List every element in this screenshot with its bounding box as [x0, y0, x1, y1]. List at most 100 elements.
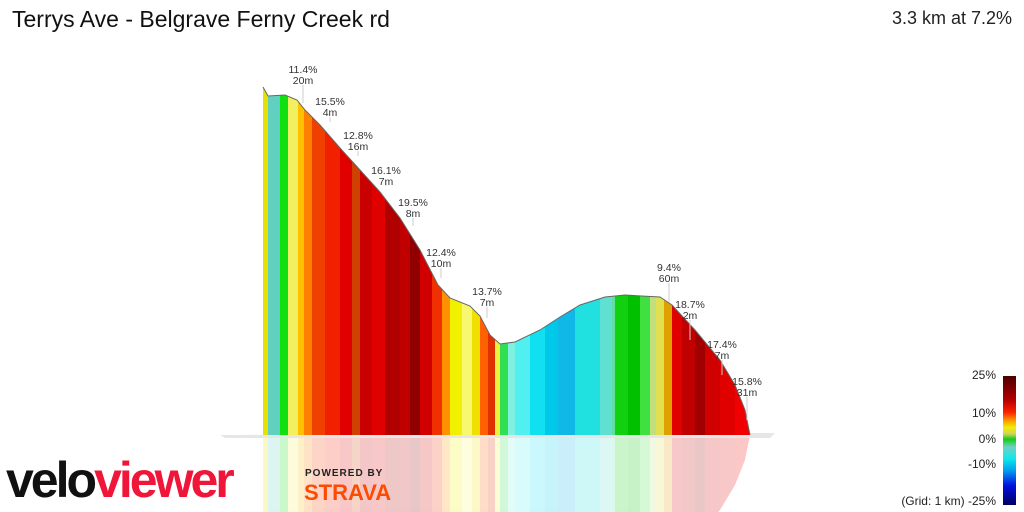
- reflection-stripe: [615, 435, 629, 512]
- gradient-stripe: [500, 87, 509, 435]
- annotation-length: 16m: [348, 141, 369, 153]
- annotation-grade: 15.8%: [732, 376, 762, 388]
- reflection-stripe: [263, 435, 269, 512]
- reflection-stripe: [735, 435, 750, 512]
- strava-logo: STRAVA: [304, 480, 392, 505]
- gradient-stripe: [480, 87, 489, 435]
- profile-fill: [263, 87, 750, 435]
- reflection-stripe: [480, 435, 489, 512]
- annotation-grade: 16.1%: [371, 165, 401, 177]
- reflection-stripe: [372, 435, 386, 512]
- annotation-length: 60m: [659, 273, 680, 285]
- legend-tick-10: 10%: [971, 406, 996, 420]
- gradient-stripe: [612, 87, 616, 435]
- reflection-stripe: [515, 435, 531, 512]
- reflection-stripe: [400, 435, 411, 512]
- annotation-length: 31m: [737, 387, 758, 399]
- reflection-stripe: [432, 435, 443, 512]
- reflection-stripe: [600, 435, 613, 512]
- annotation-grade: 12.8%: [343, 130, 373, 142]
- reflection-stripe: [650, 435, 657, 512]
- gradient-stripe: [664, 87, 673, 435]
- gradient-stripe: [615, 87, 629, 435]
- gradient-stripe: [400, 87, 411, 435]
- annotation-grade: 18.7%: [675, 299, 705, 311]
- gradient-stripe: [268, 87, 281, 435]
- gradient-stripe: [304, 87, 313, 435]
- reflection-stripe: [280, 435, 289, 512]
- annotation-length: 7m: [715, 350, 730, 362]
- gradient-stripe: [352, 87, 361, 435]
- reflection-stripe: [695, 435, 706, 512]
- annotation-length: 7m: [480, 297, 495, 309]
- reflection-stripe: [385, 435, 401, 512]
- reflection-stripe: [705, 435, 721, 512]
- reflection-stripe: [612, 435, 616, 512]
- reflection-stripe: [656, 435, 665, 512]
- gradient-stripe: [650, 87, 657, 435]
- annotation-grade: 15.5%: [315, 96, 345, 108]
- reflection-stripe: [575, 435, 601, 512]
- gradient-stripe: [372, 87, 386, 435]
- gradient-stripe: [672, 87, 683, 435]
- gradient-stripe: [410, 87, 421, 435]
- annotation-grade: 11.4%: [289, 64, 318, 76]
- reflection-stripe: [462, 435, 473, 512]
- powered-by-label: POWERED BY: [305, 468, 384, 479]
- veloviewer-logo: veloviewer: [6, 452, 235, 508]
- reflection-stripe: [495, 435, 501, 512]
- reflection-stripe: [304, 435, 313, 512]
- reflection-stripe: [312, 435, 326, 512]
- reflection-stripe: [288, 435, 299, 512]
- gradient-stripe: [462, 87, 473, 435]
- annotation-grade: 17.4%: [707, 339, 737, 351]
- reflection-stripe: [420, 435, 433, 512]
- annotation-length: 8m: [406, 208, 421, 220]
- gradient-stripe: [288, 87, 299, 435]
- gradient-stripe: [508, 87, 516, 435]
- reflection-stripe: [488, 435, 496, 512]
- gradient-stripe: [705, 87, 721, 435]
- reflection-stripe: [268, 435, 281, 512]
- gradient-stripe: [312, 87, 326, 435]
- reflection-stripe: [664, 435, 673, 512]
- page-title: Terrys Ave - Belgrave Ferny Creek rd: [12, 6, 390, 32]
- reflection-stripe: [672, 435, 683, 512]
- gradient-stripe: [298, 87, 305, 435]
- annotation-grade: 9.4%: [657, 262, 681, 274]
- climb-summary: 3.3 km at 7.2%: [891, 8, 1012, 28]
- reflection-stripe: [450, 435, 463, 512]
- reflection-stripe: [340, 435, 353, 512]
- gradient-stripe: [340, 87, 353, 435]
- gradient-stripe: [472, 87, 481, 435]
- gradient-stripe: [263, 87, 269, 435]
- gradient-stripe: [280, 87, 289, 435]
- annotation-length: 4m: [323, 107, 338, 119]
- gradient-legend-bar: [1003, 376, 1016, 505]
- profile-reflection: [263, 435, 750, 512]
- reflection-stripe: [472, 435, 481, 512]
- reflection-stripe: [628, 435, 641, 512]
- reflection-stripe: [720, 435, 736, 512]
- annotation-length: 10m: [431, 258, 452, 270]
- reflection-stripe: [545, 435, 559, 512]
- gradient-stripe: [325, 87, 341, 435]
- legend-grid-label: (Grid: 1 km) -25%: [901, 494, 996, 508]
- annotation-length: 2m: [683, 310, 698, 322]
- gradient-stripe: [545, 87, 559, 435]
- reflection-stripe: [442, 435, 451, 512]
- reflection-stripe: [682, 435, 696, 512]
- reflection-stripe: [352, 435, 361, 512]
- legend-tick-0: 0%: [978, 432, 996, 446]
- reflection-stripe: [640, 435, 651, 512]
- gradient-stripe: [695, 87, 706, 435]
- gradient-stripe: [575, 87, 601, 435]
- profile-outline: [262, 86, 751, 436]
- annotation-length: 20m: [293, 75, 314, 87]
- annotation-length: 7m: [379, 176, 394, 188]
- legend-tick-25: 25%: [971, 368, 996, 382]
- gradient-stripe: [558, 87, 576, 435]
- legend-tick-minus10: -10%: [967, 457, 996, 471]
- gradient-stripe: [515, 87, 531, 435]
